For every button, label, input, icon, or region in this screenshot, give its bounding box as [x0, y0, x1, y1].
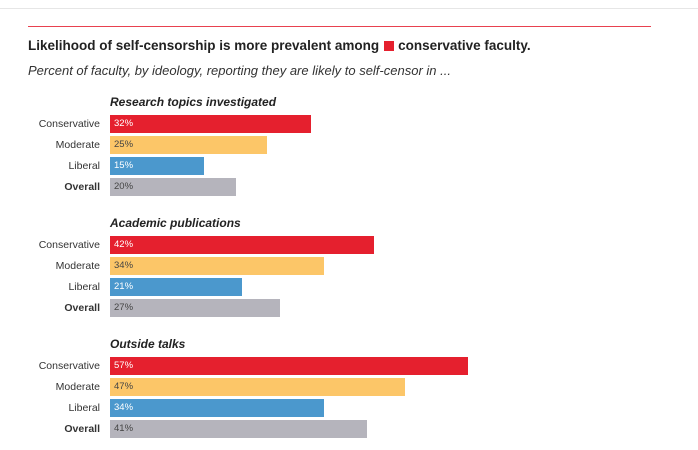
bar-liberal	[110, 278, 242, 296]
section-title: Outside talks	[110, 337, 186, 351]
bar-overall	[110, 420, 368, 438]
category-label: Overall	[64, 302, 100, 314]
category-label: Liberal	[68, 160, 100, 172]
bar-conservative	[110, 236, 374, 254]
bar-moderate	[110, 378, 406, 396]
bar-liberal	[110, 399, 324, 417]
bar-value-label: 34%	[114, 402, 134, 413]
bar-value-label: 42%	[114, 239, 134, 250]
category-label: Conservative	[38, 239, 100, 251]
bar-value-label: 32%	[114, 118, 134, 129]
bar-liberal	[110, 157, 205, 175]
bar-value-label: 25%	[114, 139, 134, 150]
category-label: Moderate	[55, 381, 100, 393]
bar-value-label: 57%	[114, 360, 134, 371]
conservative-legend-swatch	[384, 41, 395, 51]
bar-value-label: 20%	[114, 181, 134, 192]
category-label: Conservative	[38, 118, 100, 130]
bar-overall	[110, 299, 280, 317]
bar-value-label: 41%	[114, 423, 134, 434]
bar-value-label: 34%	[114, 260, 134, 271]
top-border	[0, 0, 698, 9]
section-title: Research topics investigated	[110, 95, 277, 109]
category-label: Moderate	[55, 139, 100, 151]
category-label: Overall	[64, 181, 100, 193]
header-rule	[28, 26, 651, 27]
category-label: Liberal	[68, 281, 100, 293]
title-text-before: Likelihood of self-censorship is more pr…	[28, 38, 380, 53]
bar-overall	[110, 178, 236, 196]
bar-value-label: 21%	[114, 281, 134, 292]
section-title: Academic publications	[110, 216, 241, 230]
category-label: Overall	[64, 423, 100, 435]
bar-conservative	[110, 115, 311, 133]
bar-moderate	[110, 257, 324, 275]
chart-title: Likelihood of self-censorship is more pr…	[28, 38, 531, 53]
category-label: Moderate	[55, 260, 100, 272]
bar-value-label: 15%	[114, 160, 134, 171]
chart-subtitle: Percent of faculty, by ideology, reporti…	[28, 63, 451, 78]
bar-moderate	[110, 136, 267, 154]
bar-value-label: 27%	[114, 302, 134, 313]
bar-conservative	[110, 357, 468, 375]
category-label: Conservative	[38, 360, 100, 372]
bar-value-label: 47%	[114, 381, 134, 392]
category-label: Liberal	[68, 402, 100, 414]
title-text-after: conservative faculty.	[398, 38, 531, 53]
